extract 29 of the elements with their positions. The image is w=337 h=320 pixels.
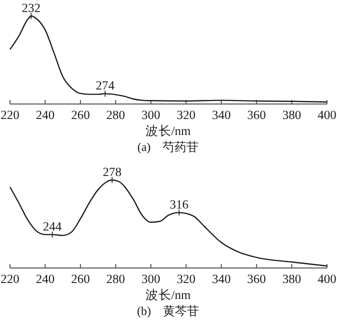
x-tick-label: 240 — [36, 108, 55, 122]
x-tick-label: 260 — [71, 108, 90, 122]
x-tick-label: 280 — [106, 108, 126, 122]
x-tick-label: 340 — [212, 108, 231, 122]
annotation: 278 — [102, 165, 122, 179]
x-tick-label: 260 — [71, 272, 90, 286]
annotation: 232 — [22, 1, 41, 15]
x-tick-label: 360 — [247, 272, 266, 286]
annotation: 316 — [170, 198, 188, 212]
annotation: 274 — [96, 78, 116, 93]
text: (b) 黄芩苷 — [137, 304, 199, 318]
x-axis-title: 波长/nm — [145, 124, 191, 138]
text: (a) 芍药苷 — [137, 140, 199, 154]
x-tick-label: 240 — [36, 272, 55, 286]
x-tick-label: 320 — [176, 108, 196, 122]
x-tick-label: 380 — [282, 108, 302, 122]
x-tick-label: 300 — [142, 272, 160, 286]
annotation: 244 — [42, 220, 62, 234]
x-tick-label: 400 — [318, 108, 336, 122]
x-tick-label: 380 — [282, 272, 302, 286]
x-tick-label: 280 — [106, 272, 126, 286]
x-tick-label: 220 — [0, 108, 20, 122]
x-tick-label: 360 — [247, 108, 266, 122]
x-tick-label: 220 — [0, 272, 20, 286]
x-tick-label: 320 — [176, 272, 196, 286]
x-axis-title: 波长/nm — [145, 288, 191, 302]
x-tick-label: 400 — [318, 272, 336, 286]
x-tick-label: 300 — [142, 108, 160, 122]
x-tick-label: 340 — [212, 272, 231, 286]
